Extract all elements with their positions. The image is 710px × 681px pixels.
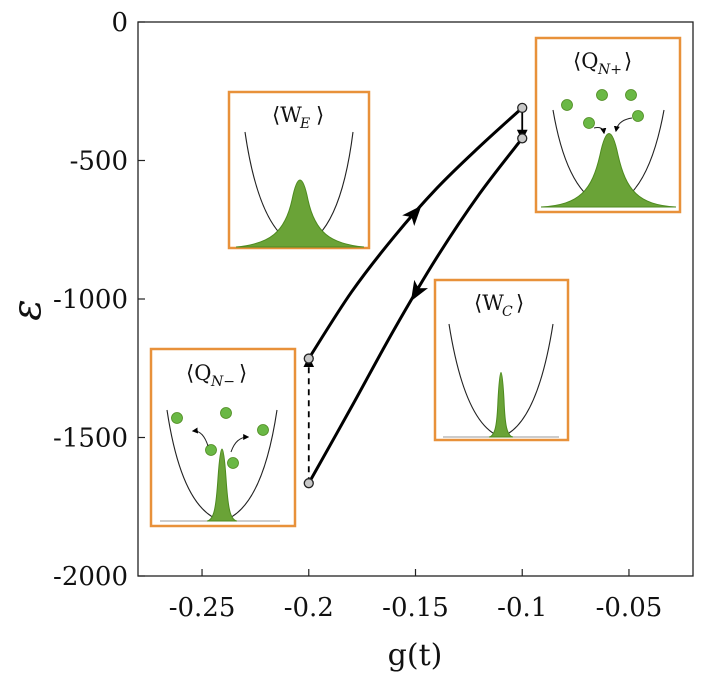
particle <box>625 89 637 101</box>
wavefunction-density <box>540 133 677 208</box>
y-tick-label: 0 <box>111 8 128 38</box>
direction-arrow <box>402 205 422 226</box>
inset-label-main: ⟨Q <box>573 49 598 73</box>
inset-work-expansion: ⟨W E ⟩ <box>227 90 371 250</box>
particle <box>632 110 644 122</box>
particle-arrow <box>230 434 250 453</box>
inset-label-close: ⟩ <box>624 49 632 73</box>
inset-label-sub: N− <box>210 374 235 390</box>
y-tick-label: -500 <box>70 147 128 177</box>
particle-arrow <box>613 117 633 133</box>
inset-heat-cold: ⟨Q N− ⟩ <box>149 347 297 528</box>
endpoint-marker <box>517 102 528 114</box>
y-tick-label: -1000 <box>53 285 128 315</box>
x-tick-label: -0.05 <box>596 593 663 623</box>
inset-label-close: ⟩ <box>516 291 524 315</box>
x-axis-ticks: -0.25 -0.2 -0.15 -0.1 -0.05 <box>169 569 663 623</box>
inset-label-close: ⟩ <box>316 103 324 127</box>
particle <box>257 424 269 436</box>
particle <box>583 117 595 129</box>
x-tick-label: -0.2 <box>284 593 334 623</box>
inset-label-main: ⟨W <box>272 103 302 127</box>
inset-label-sub: E <box>299 116 310 132</box>
endpoint-marker <box>517 133 528 144</box>
inset-label-main: ⟨Q <box>186 361 211 385</box>
series-line-0 <box>307 106 524 360</box>
wavefunction-density <box>488 372 514 438</box>
endpoint-marker <box>303 353 314 364</box>
x-tick-label: -0.15 <box>382 593 449 623</box>
particle <box>220 407 232 419</box>
particle <box>227 457 239 469</box>
particle-arrow <box>593 127 607 135</box>
inset-label-main: ⟨W <box>474 291 504 315</box>
endpoint-marker <box>303 478 314 489</box>
x-tick-label: -0.1 <box>497 593 547 623</box>
wavefunction-density <box>235 179 365 248</box>
inset-heat-hot: ⟨Q N+ ⟩ <box>534 36 682 214</box>
particle <box>205 444 217 456</box>
y-tick-label: -1500 <box>53 424 128 454</box>
inset-work-compression: ⟨W C ⟩ <box>433 278 570 442</box>
y-tick-label: -2000 <box>53 562 128 592</box>
direction-arrow <box>410 279 428 302</box>
wavefunction-density <box>206 448 238 522</box>
series-layer <box>303 102 528 489</box>
inset-label-close: ⟩ <box>239 361 247 385</box>
x-tick-label: -0.25 <box>169 593 236 623</box>
x-axis-label: g(t) <box>388 638 443 673</box>
particle <box>561 99 573 111</box>
particle-arrow <box>191 427 209 447</box>
y-axis-label: ε <box>4 299 50 320</box>
y-axis-ticks: 0 -500 -1000 -1500 -2000 <box>53 8 145 592</box>
particle <box>171 412 183 424</box>
particle <box>596 89 608 101</box>
inset-label-sub: N+ <box>597 62 622 78</box>
inset-label-sub: C <box>502 304 513 320</box>
